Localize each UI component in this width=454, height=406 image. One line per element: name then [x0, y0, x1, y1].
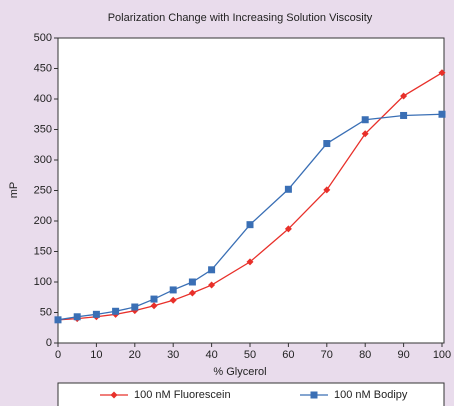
x-tick-label: 50	[244, 349, 256, 361]
legend-label: 100 nM Fluorescein	[134, 389, 231, 401]
data-point	[169, 286, 177, 294]
data-point	[284, 225, 292, 233]
y-tick-label: 100	[34, 276, 52, 288]
legend-marker	[110, 391, 118, 399]
data-point	[112, 307, 120, 315]
data-point	[323, 186, 331, 194]
x-tick-label: 90	[397, 349, 409, 361]
x-tick-label: 100	[433, 349, 451, 361]
x-tick-label: 0	[55, 349, 61, 361]
data-point	[208, 266, 216, 274]
data-point	[246, 258, 254, 266]
data-point	[131, 303, 139, 311]
x-tick-label: 30	[167, 349, 179, 361]
data-point	[73, 313, 81, 321]
data-point	[188, 278, 196, 286]
legend-box	[57, 382, 445, 406]
data-point	[188, 289, 196, 297]
y-tick-label: 500	[34, 32, 52, 44]
data-point	[169, 296, 177, 304]
x-axis-label: % Glycerol	[213, 366, 266, 378]
data-point	[54, 316, 62, 324]
x-tick-label: 10	[90, 349, 102, 361]
y-axis-label: mP	[8, 182, 20, 199]
y-tick-label: 200	[34, 215, 52, 227]
y-tick-label: 350	[34, 123, 52, 135]
x-tick-label: 40	[205, 349, 217, 361]
legend-label: 100 nM Bodipy	[334, 389, 408, 401]
x-tick-label: 60	[282, 349, 294, 361]
data-point	[246, 221, 254, 229]
chart-title: Polarization Change with Increasing Solu…	[108, 12, 373, 24]
data-point	[400, 111, 408, 119]
y-tick-label: 450	[34, 62, 52, 74]
y-tick-label: 300	[34, 154, 52, 166]
data-point	[150, 302, 158, 310]
data-point	[361, 116, 369, 124]
plot-area	[57, 37, 445, 344]
data-point	[438, 69, 446, 77]
data-point	[361, 130, 369, 138]
data-point	[438, 110, 446, 118]
y-tick-label: 400	[34, 93, 52, 105]
data-point	[208, 281, 216, 289]
data-point	[150, 295, 158, 303]
x-tick-label: 20	[129, 349, 141, 361]
y-tick-label: 50	[40, 306, 52, 318]
data-point	[92, 310, 100, 318]
data-point	[323, 140, 331, 148]
y-tick-label: 150	[34, 245, 52, 257]
data-point	[400, 92, 408, 100]
data-point	[284, 185, 292, 193]
y-tick-label: 0	[46, 337, 52, 349]
x-tick-label: 80	[359, 349, 371, 361]
legend-marker	[310, 391, 318, 399]
x-tick-label: 70	[321, 349, 333, 361]
y-tick-label: 250	[34, 184, 52, 196]
